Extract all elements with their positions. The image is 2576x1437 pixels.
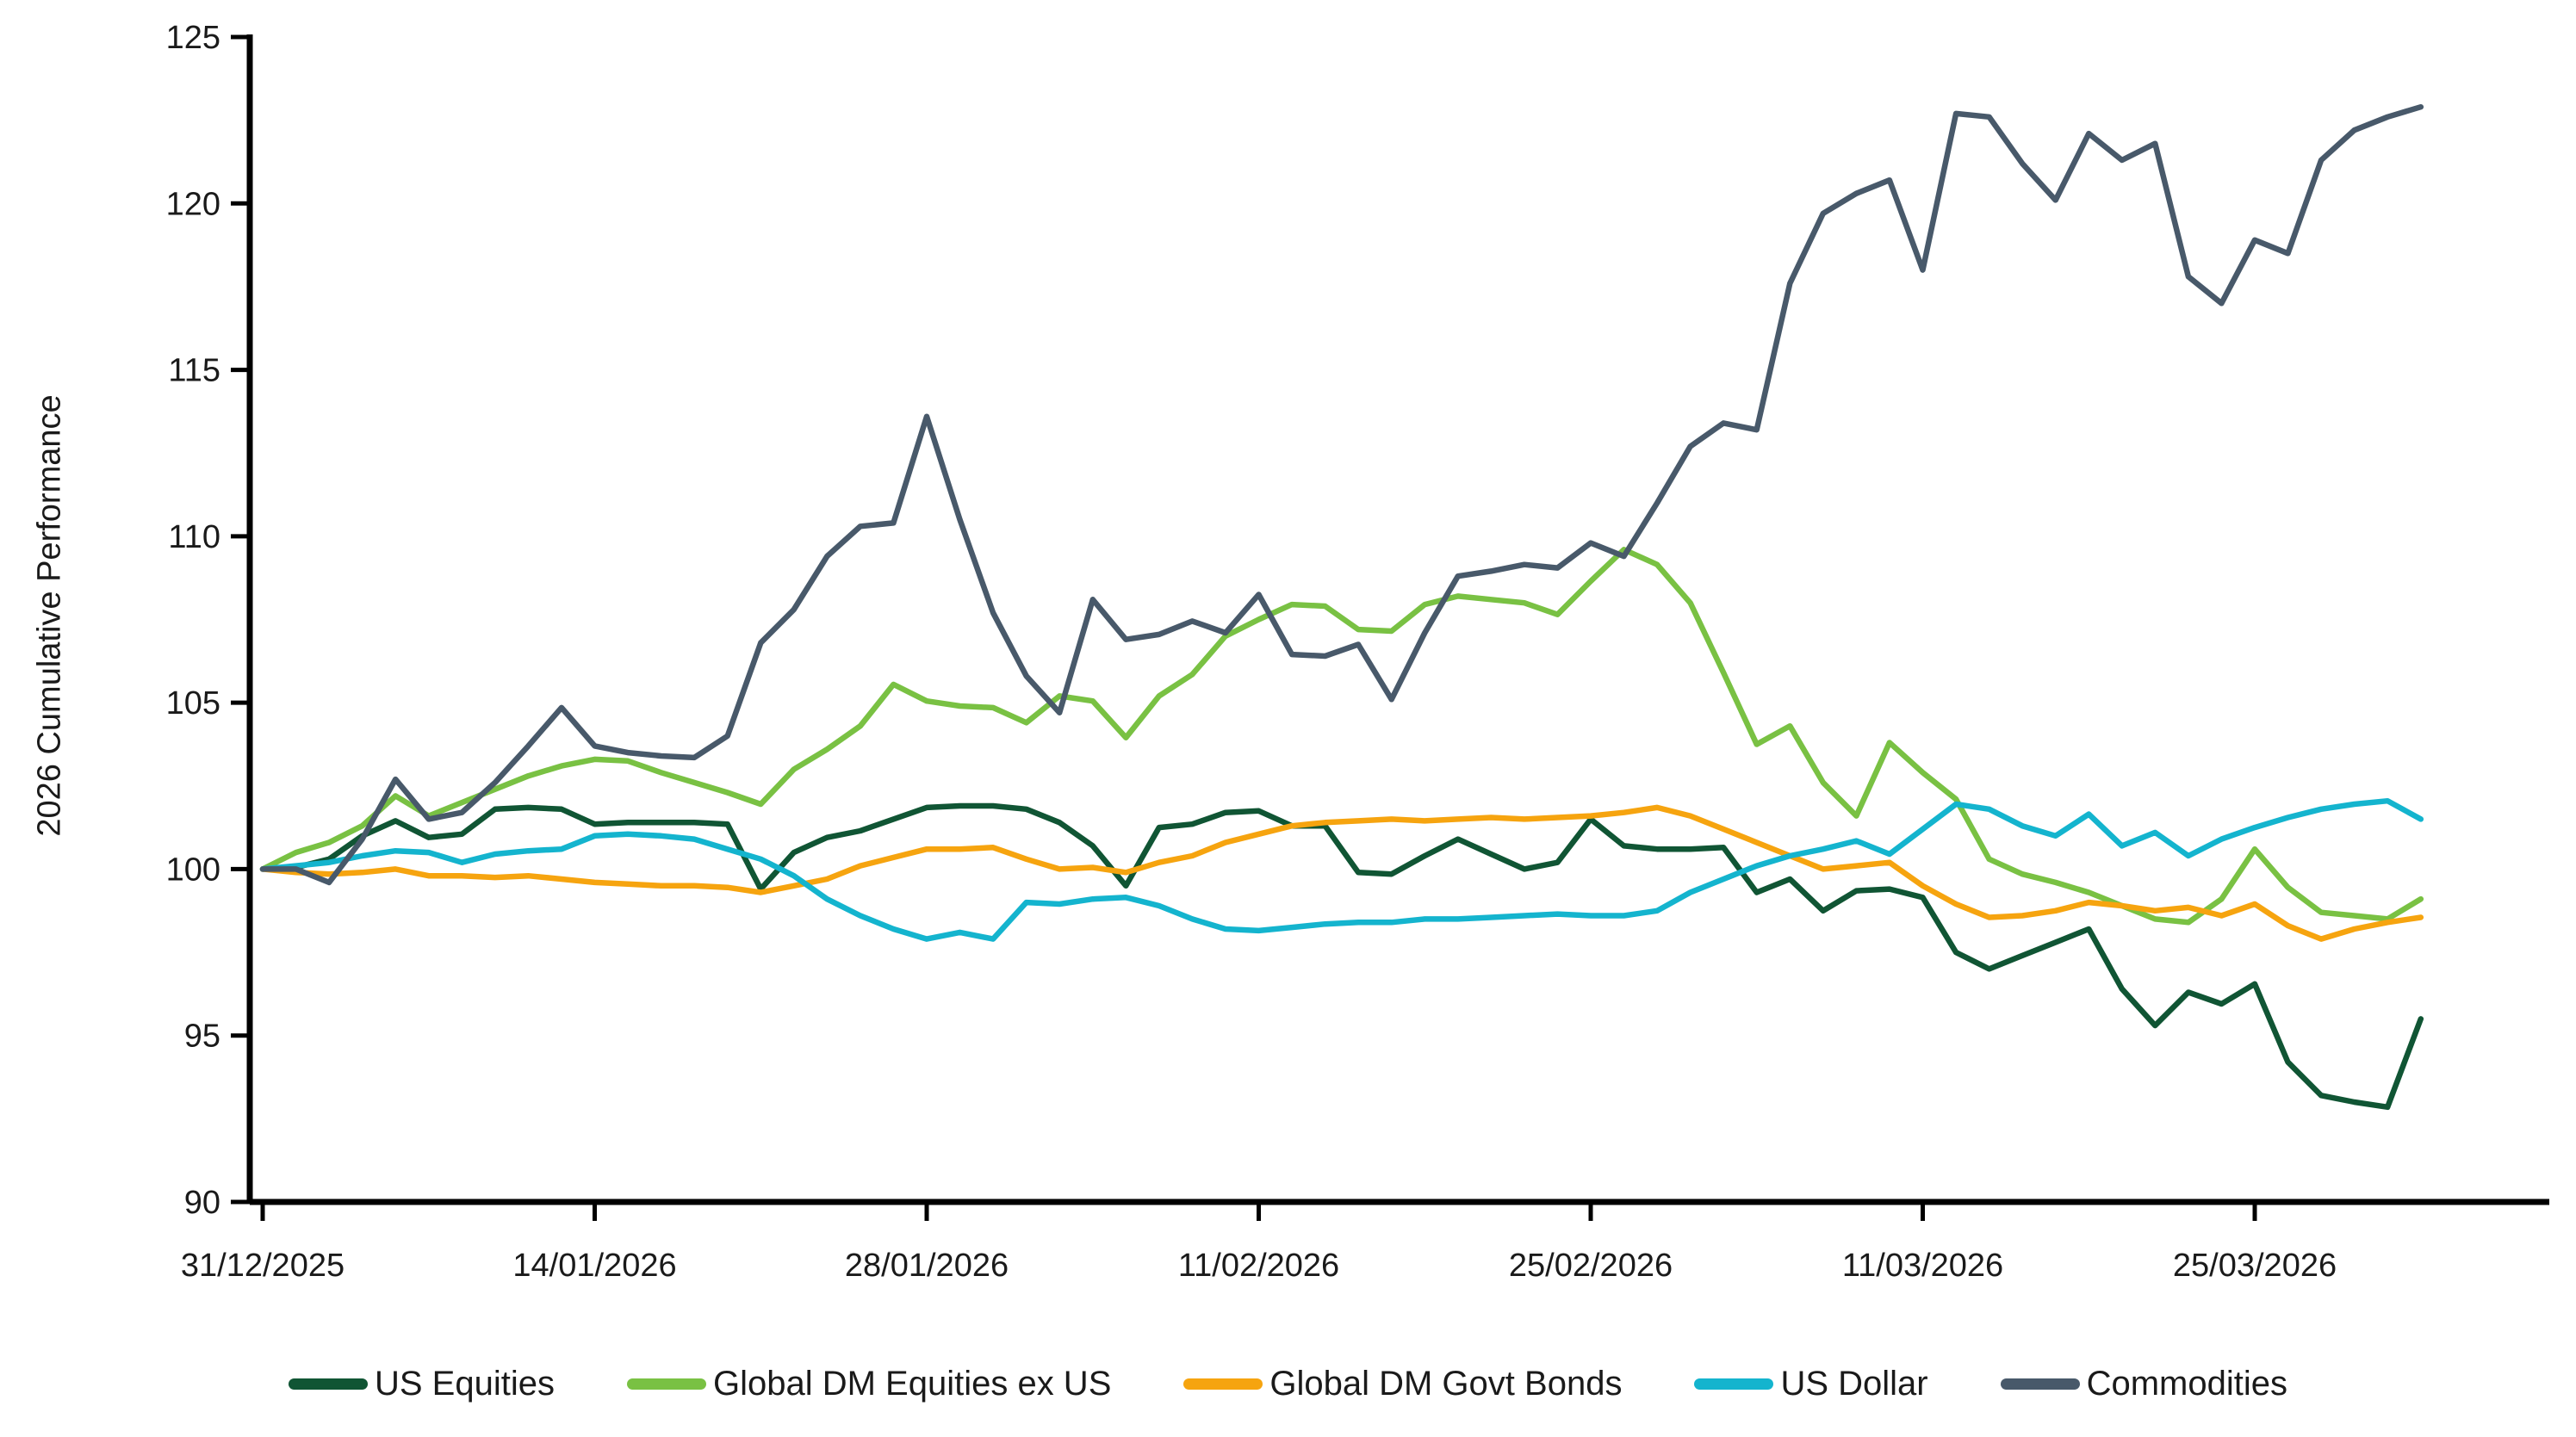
y-axis-title: 2026 Cumulative Performance [31, 394, 68, 837]
x-tick-label: 28/01/2026 [845, 1248, 1009, 1284]
y-tick-label: 125 [166, 20, 220, 56]
y-tick-label: 110 [168, 519, 220, 555]
x-tick-label: 11/02/2026 [1178, 1248, 1339, 1284]
series-line-commodities [259, 103, 2424, 886]
us-equities-swatch-icon [288, 1378, 368, 1390]
y-tick-label: 120 [166, 186, 220, 222]
y-tick-label: 100 [166, 852, 220, 888]
chart-legend: US Equities Global DM Equities ex US Glo… [69, 1365, 2507, 1403]
legend-label: Global DM Govt Bonds [1269, 1365, 1623, 1403]
legend-item-global-dm-govt-bonds: Global DM Govt Bonds [1183, 1365, 1622, 1403]
x-tick-label: 31/12/2025 [181, 1248, 345, 1284]
commodities-swatch-icon [2000, 1378, 2080, 1390]
series-line-global-dm-govt-bonds [259, 804, 2424, 942]
x-tick-label: 25/02/2026 [1509, 1248, 1673, 1284]
legend-label: US Equities [374, 1365, 555, 1403]
y-tick-label: 95 [184, 1019, 220, 1055]
y-tick-label: 115 [168, 353, 220, 389]
legend-item-us-dollar: US Dollar [1694, 1365, 1928, 1403]
legend-label: Global DM Equities ex US [712, 1365, 1112, 1403]
series-line-us-dollar [259, 797, 2424, 942]
legend-item-commodities: Commodities [2000, 1365, 2287, 1403]
y-tick-label: 105 [166, 685, 220, 722]
legend-item-us-equities: US Equities [288, 1365, 555, 1403]
x-tick-label: 25/03/2026 [2173, 1248, 2337, 1284]
global-dm-govt-bonds-swatch-icon [1183, 1378, 1263, 1390]
series-line-global-dm-equities-ex-us [259, 547, 2424, 926]
legend-label: US Dollar [1780, 1365, 1928, 1403]
series-line-us-equities [259, 802, 2424, 1111]
x-tick-label: 14/01/2026 [512, 1248, 676, 1284]
global-dm-equities-swatch-icon [626, 1378, 706, 1390]
y-tick-label: 90 [184, 1185, 220, 1221]
x-tick-label: 11/03/2026 [1842, 1248, 2003, 1284]
us-dollar-swatch-icon [1694, 1378, 1774, 1390]
legend-label: Commodities [2086, 1365, 2287, 1403]
legend-item-global-dm-equities-ex-us: Global DM Equities ex US [626, 1365, 1112, 1403]
